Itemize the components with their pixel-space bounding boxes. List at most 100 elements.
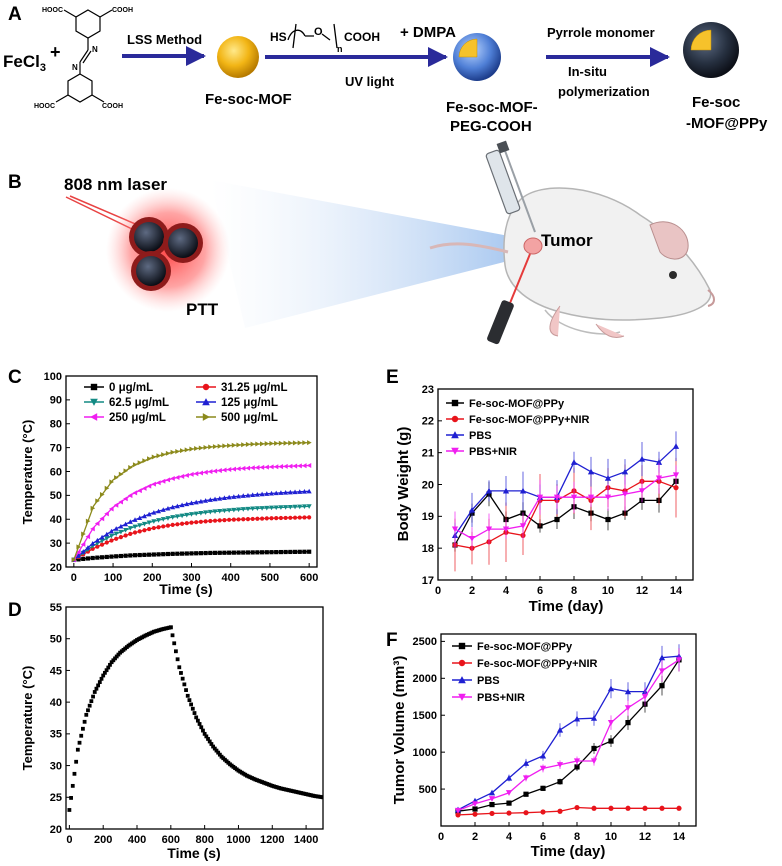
chart-d-point (202, 731, 207, 736)
chart-c-point (165, 450, 171, 456)
chart-c-point (301, 504, 307, 510)
chart-d-ytick-label: 35 (50, 729, 62, 741)
ligand-n-lower: N (72, 63, 78, 72)
chart-c-point (273, 505, 279, 511)
chart-c-point (269, 516, 274, 521)
chart-d-xtick-label: 200 (94, 834, 112, 846)
chart-c-point (156, 480, 161, 486)
chart-c-point (132, 553, 138, 558)
chart-c-point (104, 540, 109, 545)
chart-e-point (655, 459, 663, 465)
chart-c-ytick-label: 50 (50, 490, 62, 502)
panel-letter-f: F (386, 630, 398, 651)
chart-c-point (80, 549, 86, 554)
chart-c-point (264, 516, 269, 521)
chart-c-point (222, 550, 227, 555)
chart-d-xtick-label: 0 (66, 834, 72, 846)
chart-c-point (146, 511, 152, 517)
chart-c-point (94, 541, 100, 546)
chart-c-point (259, 441, 265, 447)
chart-c-point (273, 464, 279, 470)
chart-f-point (472, 811, 478, 817)
chart-c-point (245, 550, 251, 555)
chart-d-point (180, 676, 185, 681)
chart-c-point (198, 498, 204, 504)
chart-c-point (104, 511, 109, 517)
chart-f-point (557, 779, 563, 785)
ligand-n-upper: N (92, 45, 98, 54)
chart-c-point (127, 519, 133, 524)
chart-c-point (306, 504, 312, 509)
peg-brackets (292, 23, 338, 49)
chart-c-point (90, 546, 95, 551)
chart-f-point (607, 685, 615, 692)
chart-c-point (141, 521, 147, 527)
chart-c-point (245, 516, 251, 522)
chart-e-point (621, 491, 629, 498)
chart-c-point (108, 506, 114, 512)
chart-c-point (174, 503, 180, 509)
product3-line2: -MOF@PPy (686, 115, 768, 132)
chart-c-point (179, 521, 185, 526)
chart-c-point (165, 523, 171, 528)
chart-c-point (212, 444, 218, 450)
peg-n: n (337, 44, 343, 54)
chart-c-point (268, 505, 275, 511)
chart-c-point (307, 549, 312, 554)
chart-c-point (151, 525, 156, 531)
chart-c-point (160, 478, 166, 484)
chart-d-point (108, 662, 112, 667)
chart-c-point (184, 501, 190, 507)
panel-letter-b: B (8, 172, 22, 193)
chart-f-legend-label: PBS (477, 675, 500, 687)
chart-e-point (519, 487, 527, 494)
chart-c-point (146, 520, 152, 526)
chart-c-point (113, 502, 119, 508)
chart-d-point (206, 737, 210, 741)
chart-c-point (306, 463, 312, 469)
chart-e-point (451, 526, 459, 533)
ylabel-e: Body Weight (g) (395, 427, 412, 542)
ligand-hooc-top: HOOC (42, 7, 63, 14)
chart-c-point (227, 443, 232, 449)
chart-d-point (207, 739, 212, 744)
chart-c-point (245, 506, 251, 512)
series-d (67, 625, 323, 812)
chart-d-point (77, 740, 82, 745)
chart-c-point (80, 541, 86, 547)
chart-c-point (259, 506, 265, 511)
chart-c-point (146, 483, 152, 489)
chart-c-point (283, 489, 289, 495)
panel-a: A FeCl3 + HOOC COOH N N HOOC COOH LSS Me… (3, 4, 768, 135)
chart-c-point (278, 505, 284, 510)
chart-c-point (302, 515, 307, 520)
chart-c-point (231, 517, 236, 522)
chart-f-point (489, 801, 495, 808)
legend-f: Fe-soc-MOF@PPy Fe-soc-MOF@PPy+NIR PBS PBS+N… (452, 641, 597, 704)
chart-e-xtick-label: 10 (602, 585, 614, 597)
chart-e-legend-marker (451, 399, 459, 407)
chart-c-point (302, 440, 307, 446)
ppy-mof-cutaway (690, 29, 712, 51)
chart-d-point (116, 652, 121, 657)
chart-c-point (292, 463, 298, 469)
chart-c-point (99, 555, 105, 560)
plus-sign-1: + (50, 42, 61, 62)
panel-letter-a: A (8, 4, 22, 25)
chart-f-series-3-line (457, 659, 680, 812)
chart-c-point (241, 442, 246, 448)
chart-d-point (194, 715, 199, 720)
chart-c-point (226, 494, 232, 500)
chart-e-legend-marker (451, 415, 459, 423)
chart-c-point (123, 496, 128, 502)
chart-c-point (141, 513, 147, 519)
chart-c-point (188, 471, 194, 477)
chart-c-ytick-label: 60 (50, 466, 62, 478)
chart-f-point (540, 809, 546, 815)
chart-c-point (240, 465, 246, 471)
chart-f-point (590, 758, 598, 765)
chart-c-point (161, 452, 166, 458)
tumor-site (523, 237, 543, 255)
chart-c-point (283, 440, 289, 446)
chart-c-point (193, 499, 199, 505)
